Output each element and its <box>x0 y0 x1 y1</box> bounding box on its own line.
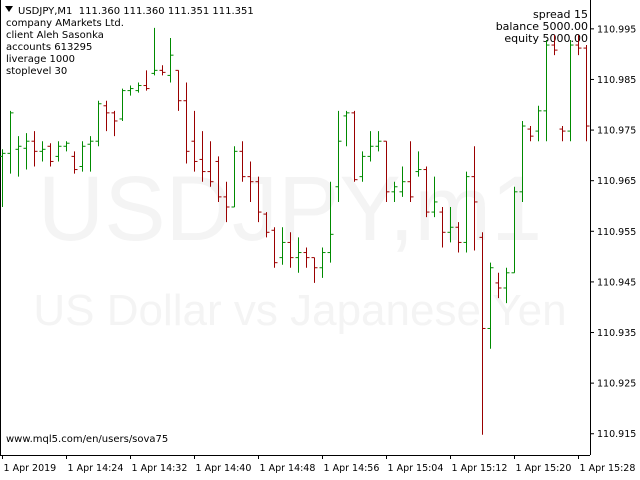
y-tick-label: 110.935 <box>597 328 636 339</box>
x-tick-label: 1 Apr 15:20 <box>516 463 572 474</box>
info-line: client Aleh Sasonka <box>6 30 104 41</box>
info-line: liverage 1000 <box>6 54 75 65</box>
info-line: company AMarkets Ltd. <box>6 18 124 29</box>
account-line: equity 5000.00 <box>504 32 588 45</box>
x-tick-label: 1 Apr 15:12 <box>452 463 508 474</box>
x-tick-label: 1 Apr 15:04 <box>388 463 444 474</box>
y-tick-label: 110.995 <box>597 24 636 35</box>
dropdown-icon <box>5 6 13 12</box>
x-tick-label: 1 Apr 2019 <box>4 463 57 474</box>
y-tick-label: 110.945 <box>597 277 636 288</box>
info-line: stoplevel 30 <box>6 66 67 77</box>
x-tick-label: 1 Apr 14:56 <box>324 463 380 474</box>
x-tick-label: 1 Apr 14:48 <box>260 463 316 474</box>
y-tick-label: 110.915 <box>597 429 636 440</box>
info-line: accounts 613295 <box>6 42 92 53</box>
x-tick-label: 1 Apr 14:32 <box>132 463 188 474</box>
x-tick-label: 1 Apr 14:40 <box>196 463 252 474</box>
account-line: spread 15 <box>533 8 588 21</box>
x-tick-label: 1 Apr 14:24 <box>68 463 124 474</box>
y-tick-label: 110.925 <box>597 379 636 390</box>
watermark-description: US Dollar vs Japanese Yen <box>33 286 566 335</box>
y-tick-label: 110.965 <box>597 176 636 187</box>
chart-title: USDJPY,M1 111.360 111.360 111.351 111.35… <box>18 6 254 17</box>
footer-link: www.mql5.com/en/users/sova75 <box>6 434 168 445</box>
x-tick-label: 1 Apr 15:28 <box>580 463 636 474</box>
y-tick-label: 110.975 <box>597 126 636 137</box>
y-tick-label: 110.955 <box>597 227 636 238</box>
y-tick-label: 110.985 <box>597 75 636 86</box>
account-line: balance 5000.00 <box>496 20 588 33</box>
